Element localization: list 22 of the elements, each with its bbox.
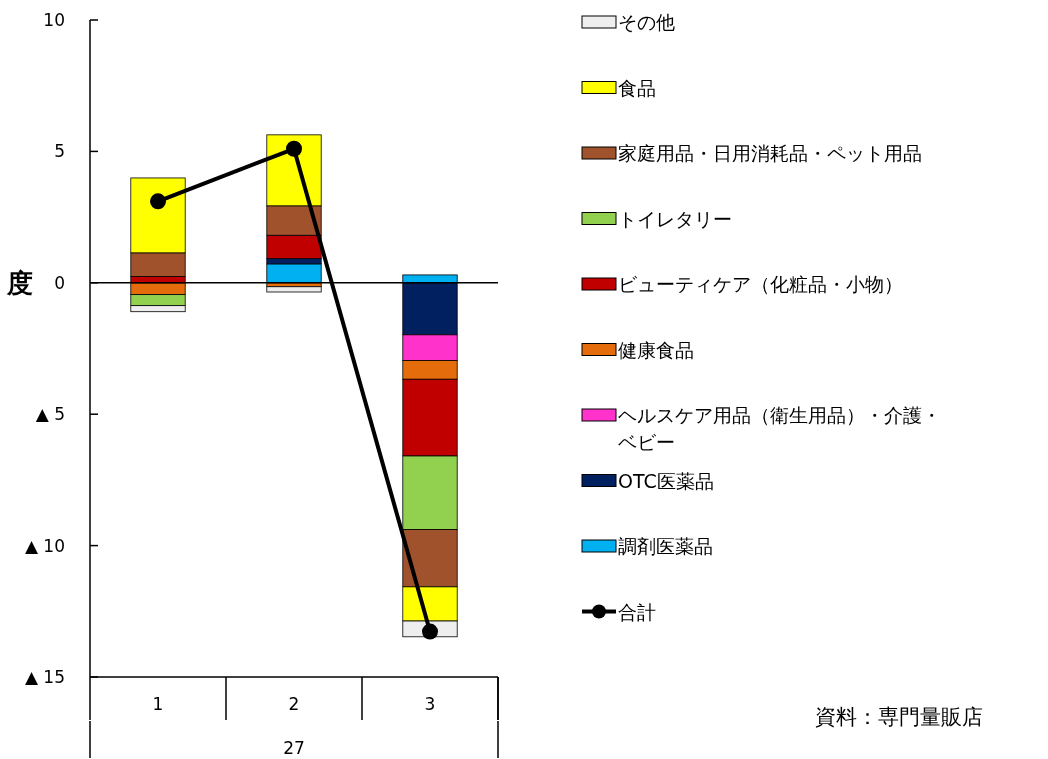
text: 資料：専門量販店 xyxy=(815,705,983,729)
legend-label: ヘルスケア用品（衛生用品）・介護・ベビー xyxy=(618,404,941,453)
legend-label: OTC医薬品 xyxy=(618,469,714,492)
x-tick-label: 2 xyxy=(288,694,300,714)
legend-label: 調剤医薬品 xyxy=(618,535,713,557)
y-tick-label: ▲ 5 xyxy=(35,404,65,425)
x-axis-title: 27 xyxy=(283,738,305,758)
y-axis-title: 度 xyxy=(6,267,33,298)
y-tick-label: 5 xyxy=(54,141,65,162)
y-tick-label: 0 xyxy=(54,272,65,293)
legend-label: トイレタリー xyxy=(618,207,732,230)
legend-label: 合計 xyxy=(618,600,656,623)
legend-label: 家庭用品・日用消耗品・ペット用品 xyxy=(618,142,922,164)
x-tick-label: 3 xyxy=(424,694,436,714)
y-tick-label: 10 xyxy=(43,10,65,30)
legend-label: 食品 xyxy=(618,76,656,99)
legend-label: ビューティケア（化粧品・小物） xyxy=(618,273,903,295)
legend-label: 健康食品 xyxy=(618,338,694,361)
x-tick-label: 1 xyxy=(152,694,164,714)
y-tick-label: ▲ 15 xyxy=(24,667,65,687)
y-tick-label: ▲ 10 xyxy=(24,535,65,556)
legend-label: その他 xyxy=(618,11,675,33)
